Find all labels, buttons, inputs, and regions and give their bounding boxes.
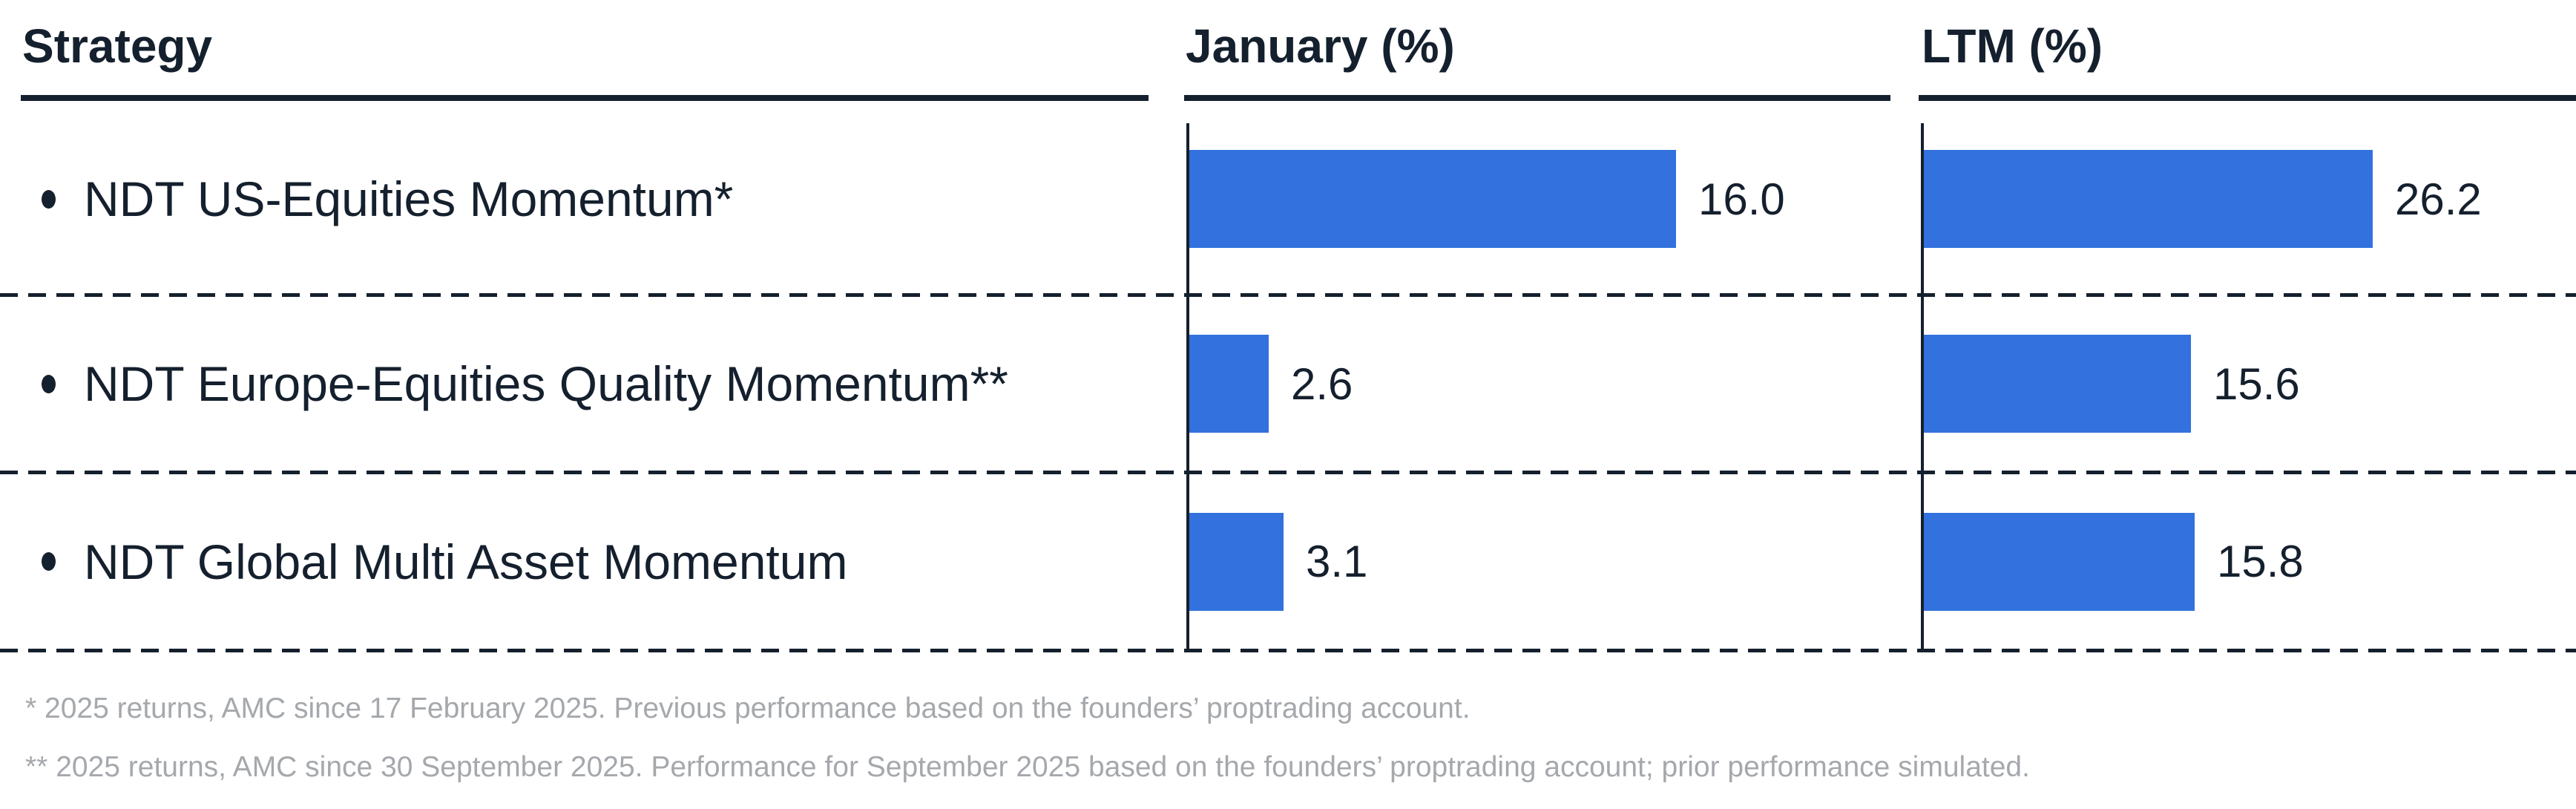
ltm-bar [1924, 150, 2373, 248]
strategy-header-rule [21, 95, 1149, 101]
january-bar-cell: 2.6 [1189, 296, 1890, 471]
column-header-ltm: LTM (%) [1922, 19, 2103, 73]
ltm-bar-cell: 26.2 [1924, 104, 2576, 294]
table-row: NDT Global Multi Asset Momentum 3.1 15.8 [0, 474, 2576, 649]
january-value-label: 16.0 [1698, 174, 1785, 224]
bullet-icon [42, 189, 56, 209]
january-bar [1189, 335, 1269, 433]
strategy-label: NDT Europe-Equities Quality Momentum** [84, 356, 1008, 411]
ltm-bar [1924, 512, 2195, 611]
january-bar [1189, 150, 1676, 248]
footnote-single-asterisk: * 2025 returns, AMC since 17 February 20… [25, 692, 1471, 724]
ltm-header-rule [1919, 95, 2576, 101]
january-bar-cell: 3.1 [1189, 474, 1890, 649]
january-bar-cell: 16.0 [1189, 104, 1890, 294]
bullet-icon [42, 552, 56, 571]
strategy-cell: NDT US-Equities Momentum* [0, 104, 1149, 294]
january-value-label: 3.1 [1306, 537, 1368, 586]
ltm-value-label: 15.6 [2213, 358, 2300, 409]
strategy-cell: NDT Global Multi Asset Momentum [0, 474, 1149, 649]
ltm-bar [1924, 335, 2191, 433]
strategy-label: NDT Global Multi Asset Momentum [84, 534, 848, 589]
table-row: NDT US-Equities Momentum* 16.0 26.2 [0, 104, 2576, 294]
january-bar [1189, 512, 1284, 611]
footnote-double-asterisk: ** 2025 returns, AMC since 30 September … [25, 751, 2030, 783]
bullet-icon [42, 374, 56, 393]
column-header-january: January (%) [1186, 19, 1455, 73]
ltm-value-label: 26.2 [2395, 174, 2482, 224]
column-header-strategy: Strategy [22, 19, 213, 73]
table-bottom-separator-dashed [0, 649, 2576, 652]
ltm-axis-line [1921, 123, 1924, 652]
row-separator-dashed [0, 293, 2576, 297]
ltm-bar-cell: 15.6 [1924, 296, 2576, 471]
ltm-bar-cell: 15.8 [1924, 474, 2576, 649]
ltm-value-label: 15.8 [2217, 537, 2304, 586]
table-row: NDT Europe-Equities Quality Momentum** 2… [0, 296, 2576, 471]
row-separator-dashed [0, 471, 2576, 474]
january-value-label: 2.6 [1291, 358, 1353, 409]
january-axis-line [1186, 123, 1189, 652]
strategy-cell: NDT Europe-Equities Quality Momentum** [0, 296, 1149, 471]
strategy-label: NDT US-Equities Momentum* [84, 171, 734, 226]
january-header-rule [1184, 95, 1890, 101]
